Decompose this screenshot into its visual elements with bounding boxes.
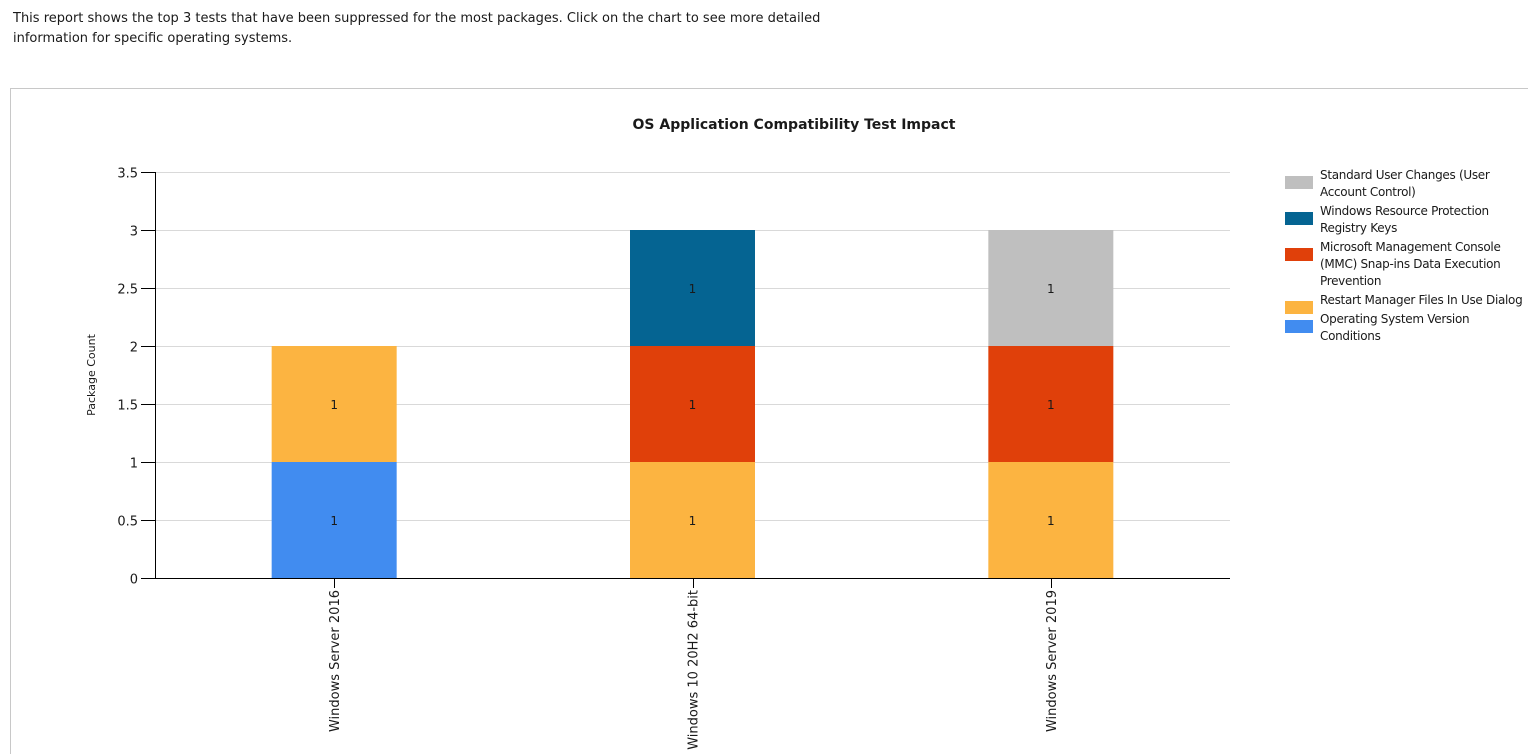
y-axis-label: Package Count [85, 333, 98, 415]
y-tick-label: 3 [130, 225, 138, 240]
legend-label: Operating System Version Conditions [1320, 312, 1470, 343]
bars[interactable]: 1 1 1 1 1 1 1 1 [271, 230, 1114, 578]
bar-value-label: 1 [330, 398, 338, 412]
bar-segment[interactable] [630, 230, 755, 346]
legend-item[interactable]: Windows Resource Protection Registry Key… [1285, 203, 1525, 237]
legend-label: Standard User Changes (User Account Cont… [1320, 168, 1490, 199]
legend-swatch [1285, 320, 1313, 333]
chart-legend: Standard User Changes (User Account Cont… [1285, 167, 1525, 347]
bar-value-label: 1 [689, 398, 697, 412]
x-tick-label: Windows 10 20H2 64-bit [687, 590, 702, 750]
chart-frame [10, 88, 1528, 754]
legend-label: Restart Manager Files In Use Dialog [1320, 293, 1523, 307]
x-tick-label: Windows Server 2019 [1045, 590, 1060, 732]
x-tick-label: Windows Server 2016 [328, 590, 343, 732]
bar-segment[interactable] [988, 346, 1114, 462]
bar-segment[interactable] [271, 462, 397, 578]
y-tick-label: 1.5 [117, 399, 138, 414]
report-description: This report shows the top 3 tests that h… [13, 9, 843, 49]
y-tick-label: 0.5 [117, 515, 138, 530]
legend-item[interactable]: Restart Manager Files In Use Dialog [1285, 292, 1525, 314]
y-tick-label: 2 [130, 341, 138, 356]
bar-segment[interactable] [271, 346, 397, 462]
bar-value-label: 1 [1047, 282, 1055, 296]
bar-segment[interactable] [630, 462, 755, 578]
legend-swatch [1285, 301, 1313, 314]
y-tick-label: 3.5 [117, 167, 138, 182]
y-tick-label: 2.5 [117, 283, 138, 298]
legend-swatch [1285, 248, 1313, 261]
bar-value-label: 1 [1047, 398, 1055, 412]
legend-item[interactable]: Operating System Version Conditions [1285, 311, 1525, 345]
bar-segment[interactable] [630, 346, 755, 462]
legend-item[interactable]: Microsoft Management Console (MMC) Snap-… [1285, 239, 1525, 290]
legend-swatch [1285, 212, 1313, 225]
report-description-line-1: This report shows the top 3 tests that h… [13, 11, 821, 26]
bar-value-label: 1 [1047, 514, 1055, 528]
legend-label: Windows Resource Protection Registry Key… [1320, 204, 1489, 235]
axes: 0 0.5 1 1.5 2 2.5 3 3.5 Windows Server 2016 Windo… [117, 167, 1230, 750]
legend-label: Microsoft Management Console (MMC) Snap-… [1320, 240, 1501, 288]
bar-segment[interactable] [988, 462, 1114, 578]
report-description-line-2: information for specific operating syste… [13, 31, 293, 46]
bar-value-label: 1 [689, 282, 697, 296]
y-tick-label: 1 [130, 457, 138, 472]
bar-segment[interactable] [988, 230, 1114, 346]
bar-value-label: 1 [689, 514, 697, 528]
bar-value-label: 1 [330, 514, 338, 528]
chart-title: OS Application Compatibility Test Impact [633, 117, 956, 133]
legend-swatch [1285, 176, 1313, 189]
legend-item[interactable]: Standard User Changes (User Account Cont… [1285, 167, 1525, 201]
y-tick-label: 0 [130, 573, 138, 588]
